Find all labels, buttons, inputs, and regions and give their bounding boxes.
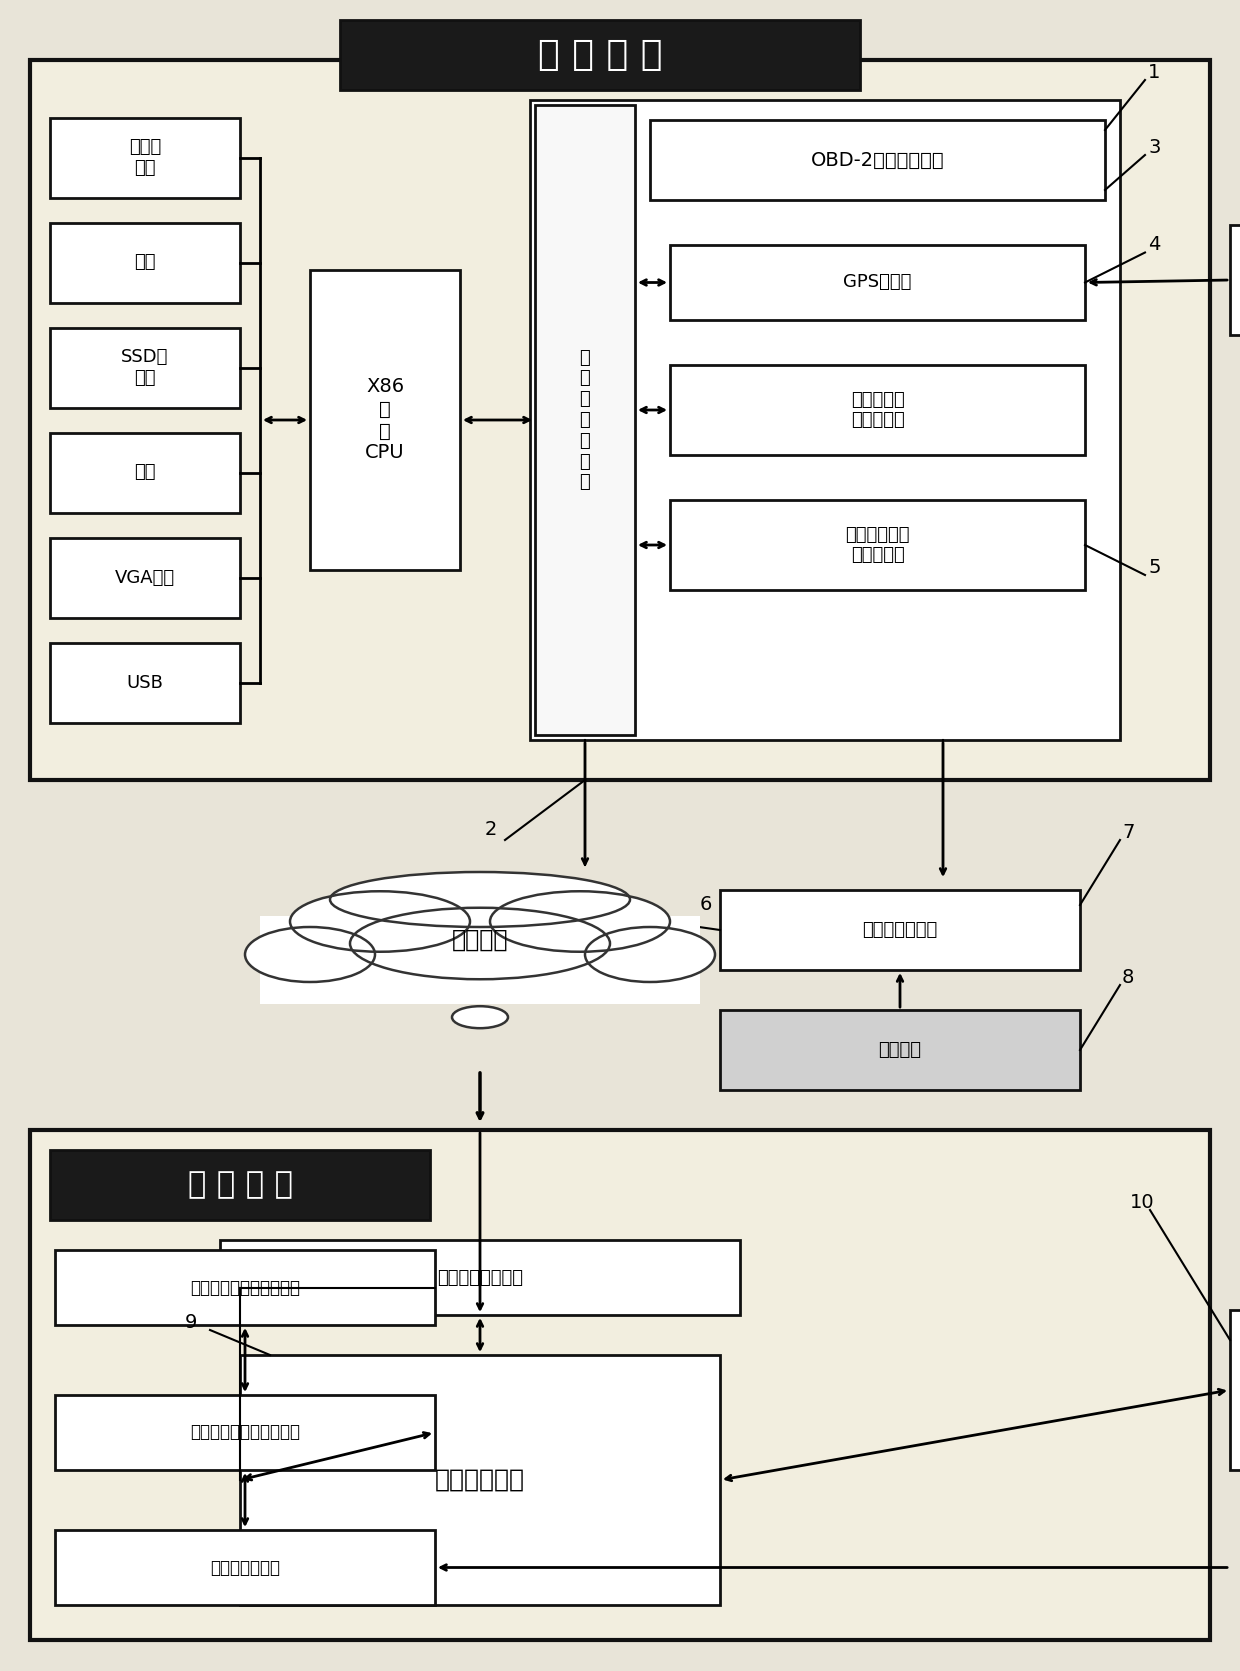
Bar bbox=[650, 120, 1105, 201]
Bar bbox=[30, 1130, 1210, 1639]
Text: VGA输出: VGA输出 bbox=[115, 568, 175, 587]
Ellipse shape bbox=[330, 872, 630, 927]
Text: 1: 1 bbox=[1148, 63, 1161, 82]
Bar bbox=[1230, 226, 1240, 334]
Text: X86
架
构
CPU: X86 架 构 CPU bbox=[366, 378, 404, 463]
Text: 蓝牙: 蓝牙 bbox=[134, 463, 156, 481]
Bar bbox=[55, 1531, 435, 1606]
Ellipse shape bbox=[290, 891, 470, 952]
Text: 2: 2 bbox=[485, 820, 497, 839]
Bar bbox=[50, 1150, 430, 1220]
Text: 7: 7 bbox=[1122, 824, 1135, 842]
Text: 汽车主板: 汽车主板 bbox=[878, 1041, 921, 1059]
Bar bbox=[720, 1009, 1080, 1089]
Bar bbox=[50, 643, 241, 722]
Bar bbox=[310, 271, 460, 570]
Bar bbox=[219, 1240, 740, 1315]
Bar bbox=[55, 1395, 435, 1470]
Bar bbox=[340, 20, 861, 90]
Ellipse shape bbox=[453, 1006, 508, 1028]
Text: 6: 6 bbox=[701, 896, 712, 914]
Text: 5: 5 bbox=[1148, 558, 1161, 576]
Text: 移动网络: 移动网络 bbox=[451, 927, 508, 952]
Text: OBD-2汽车诊断模块: OBD-2汽车诊断模块 bbox=[811, 150, 945, 169]
Ellipse shape bbox=[350, 907, 610, 979]
Text: SSD盘
存储: SSD盘 存储 bbox=[122, 348, 169, 388]
Bar bbox=[670, 364, 1085, 455]
Bar bbox=[534, 105, 635, 735]
Text: 8: 8 bbox=[1122, 968, 1135, 988]
Bar bbox=[55, 1250, 435, 1325]
Text: 故障码和数据流: 故障码和数据流 bbox=[862, 921, 937, 939]
Text: USB: USB bbox=[126, 673, 164, 692]
Bar bbox=[670, 246, 1085, 321]
Text: 3: 3 bbox=[1148, 139, 1161, 157]
Ellipse shape bbox=[490, 891, 670, 952]
Bar bbox=[720, 891, 1080, 969]
Bar bbox=[241, 1355, 720, 1606]
Ellipse shape bbox=[246, 927, 374, 983]
Text: 短信文字转换
语音子模块: 短信文字转换 语音子模块 bbox=[846, 526, 910, 565]
Text: 4: 4 bbox=[1148, 236, 1161, 254]
Text: 故障码和数据流诊断人员: 故障码和数据流诊断人员 bbox=[190, 1424, 300, 1442]
Text: 移动网络通信模块: 移动网络通信模块 bbox=[436, 1268, 523, 1287]
Bar bbox=[50, 538, 241, 618]
Bar bbox=[260, 916, 701, 1004]
Bar bbox=[1230, 1310, 1240, 1470]
Text: 液晶屏
显示: 液晶屏 显示 bbox=[129, 139, 161, 177]
Text: 移
动
网
络
子
模
块: 移 动 网 络 子 模 块 bbox=[579, 349, 590, 491]
Bar bbox=[30, 60, 1210, 780]
Text: 车 载 电 脑: 车 载 电 脑 bbox=[538, 38, 662, 72]
Text: 服务和联系人员: 服务和联系人员 bbox=[210, 1559, 280, 1576]
Bar bbox=[50, 222, 241, 302]
Text: 9: 9 bbox=[185, 1313, 197, 1332]
Ellipse shape bbox=[585, 927, 715, 983]
Text: 服 务 中 心: 服 务 中 心 bbox=[187, 1170, 293, 1200]
Text: 故障码和数据流读取人员: 故障码和数据流读取人员 bbox=[190, 1278, 300, 1297]
Text: 内存: 内存 bbox=[134, 254, 156, 271]
Bar bbox=[670, 500, 1085, 590]
Text: GPS子模块: GPS子模块 bbox=[843, 274, 911, 291]
Bar bbox=[50, 328, 241, 408]
Text: 语音和视频
通信子模块: 语音和视频 通信子模块 bbox=[851, 391, 904, 429]
Bar bbox=[529, 100, 1120, 740]
Text: 10: 10 bbox=[1130, 1193, 1154, 1211]
Bar bbox=[50, 433, 241, 513]
Bar bbox=[50, 117, 241, 197]
Text: 专用服务软件: 专用服务软件 bbox=[435, 1469, 525, 1492]
